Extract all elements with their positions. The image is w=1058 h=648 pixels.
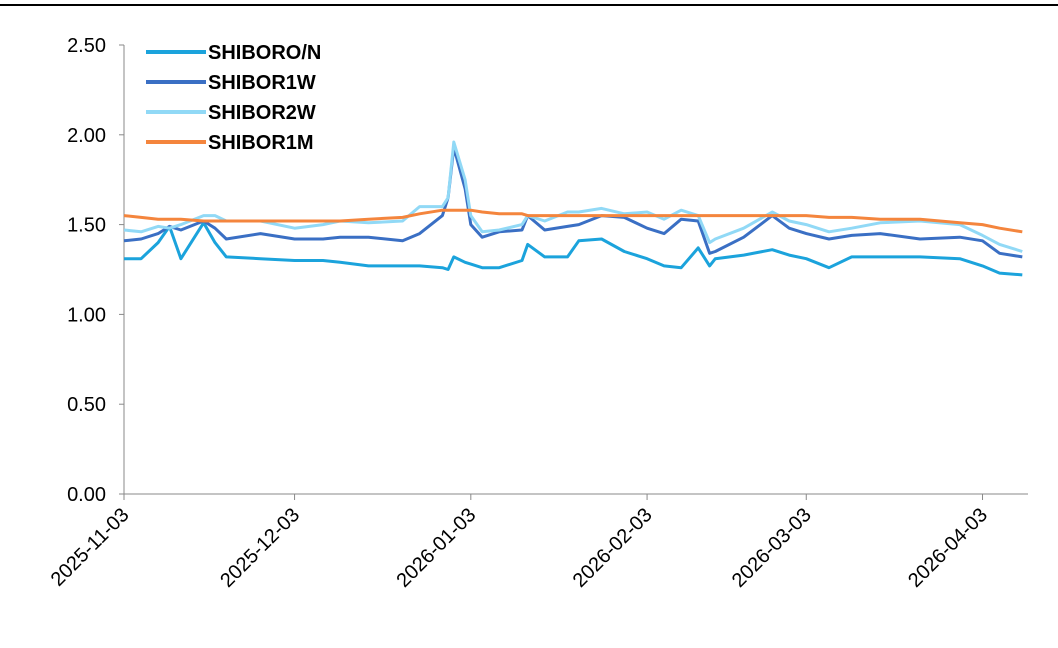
x-tick-label: 2026-02-03	[569, 504, 657, 592]
x-tick-label: 2025-11-03	[47, 504, 134, 591]
x-tick-label: 2026-04-03	[904, 504, 992, 592]
y-tick-label: 2.50	[67, 35, 106, 57]
legend-label: SHIBORO/N	[208, 42, 321, 64]
x-tick-label: 2026-01-03	[392, 504, 480, 592]
x-tick-label: 2026-03-03	[728, 504, 816, 592]
y-tick-label: 2.00	[67, 125, 106, 147]
y-tick-label: 1.00	[67, 304, 106, 326]
legend-label: SHIBOR2W	[208, 102, 316, 124]
y-tick-label: 0.50	[67, 394, 106, 416]
legend-label: SHIBOR1M	[208, 132, 314, 154]
series-line	[123, 208, 1023, 234]
y-tick-label: 1.50	[67, 215, 106, 237]
x-tick-label: 2025-12-03	[216, 504, 304, 592]
series-line	[124, 221, 1023, 277]
series-line	[123, 145, 1023, 259]
y-tick-label: 0.00	[67, 484, 106, 506]
legend-label: SHIBOR1W	[208, 72, 316, 94]
